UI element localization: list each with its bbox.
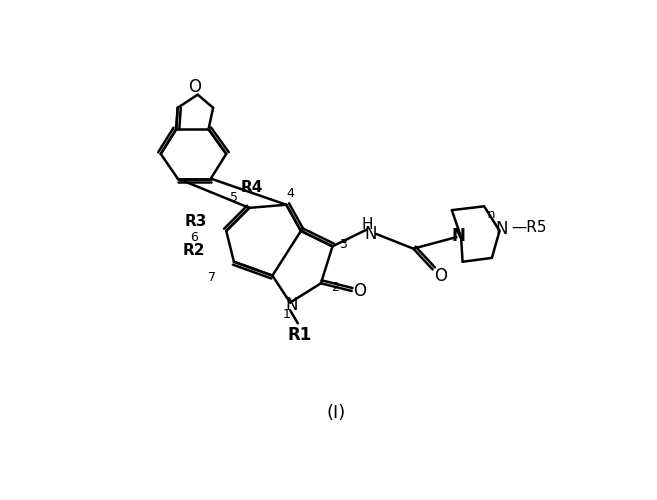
Text: H: H (361, 216, 373, 232)
Text: R1: R1 (287, 326, 311, 344)
Text: 3: 3 (339, 238, 347, 250)
Text: (I): (I) (327, 404, 346, 421)
Text: 1: 1 (283, 308, 290, 320)
Text: N: N (452, 226, 466, 244)
Text: O: O (188, 78, 201, 96)
Text: R2: R2 (183, 244, 205, 258)
Text: R4: R4 (240, 180, 263, 196)
Text: 5: 5 (230, 190, 238, 203)
Text: —R5: —R5 (511, 220, 547, 236)
Text: 6: 6 (190, 230, 198, 243)
Text: 2: 2 (331, 280, 339, 293)
Text: N: N (364, 225, 376, 243)
Text: R3: R3 (184, 214, 206, 229)
Text: 'n: 'n (485, 208, 496, 220)
Text: N: N (495, 220, 508, 238)
Text: 7: 7 (208, 270, 216, 283)
Text: O: O (353, 282, 366, 300)
Text: N: N (285, 296, 298, 314)
Text: O: O (434, 266, 447, 284)
Text: 4: 4 (286, 188, 294, 200)
